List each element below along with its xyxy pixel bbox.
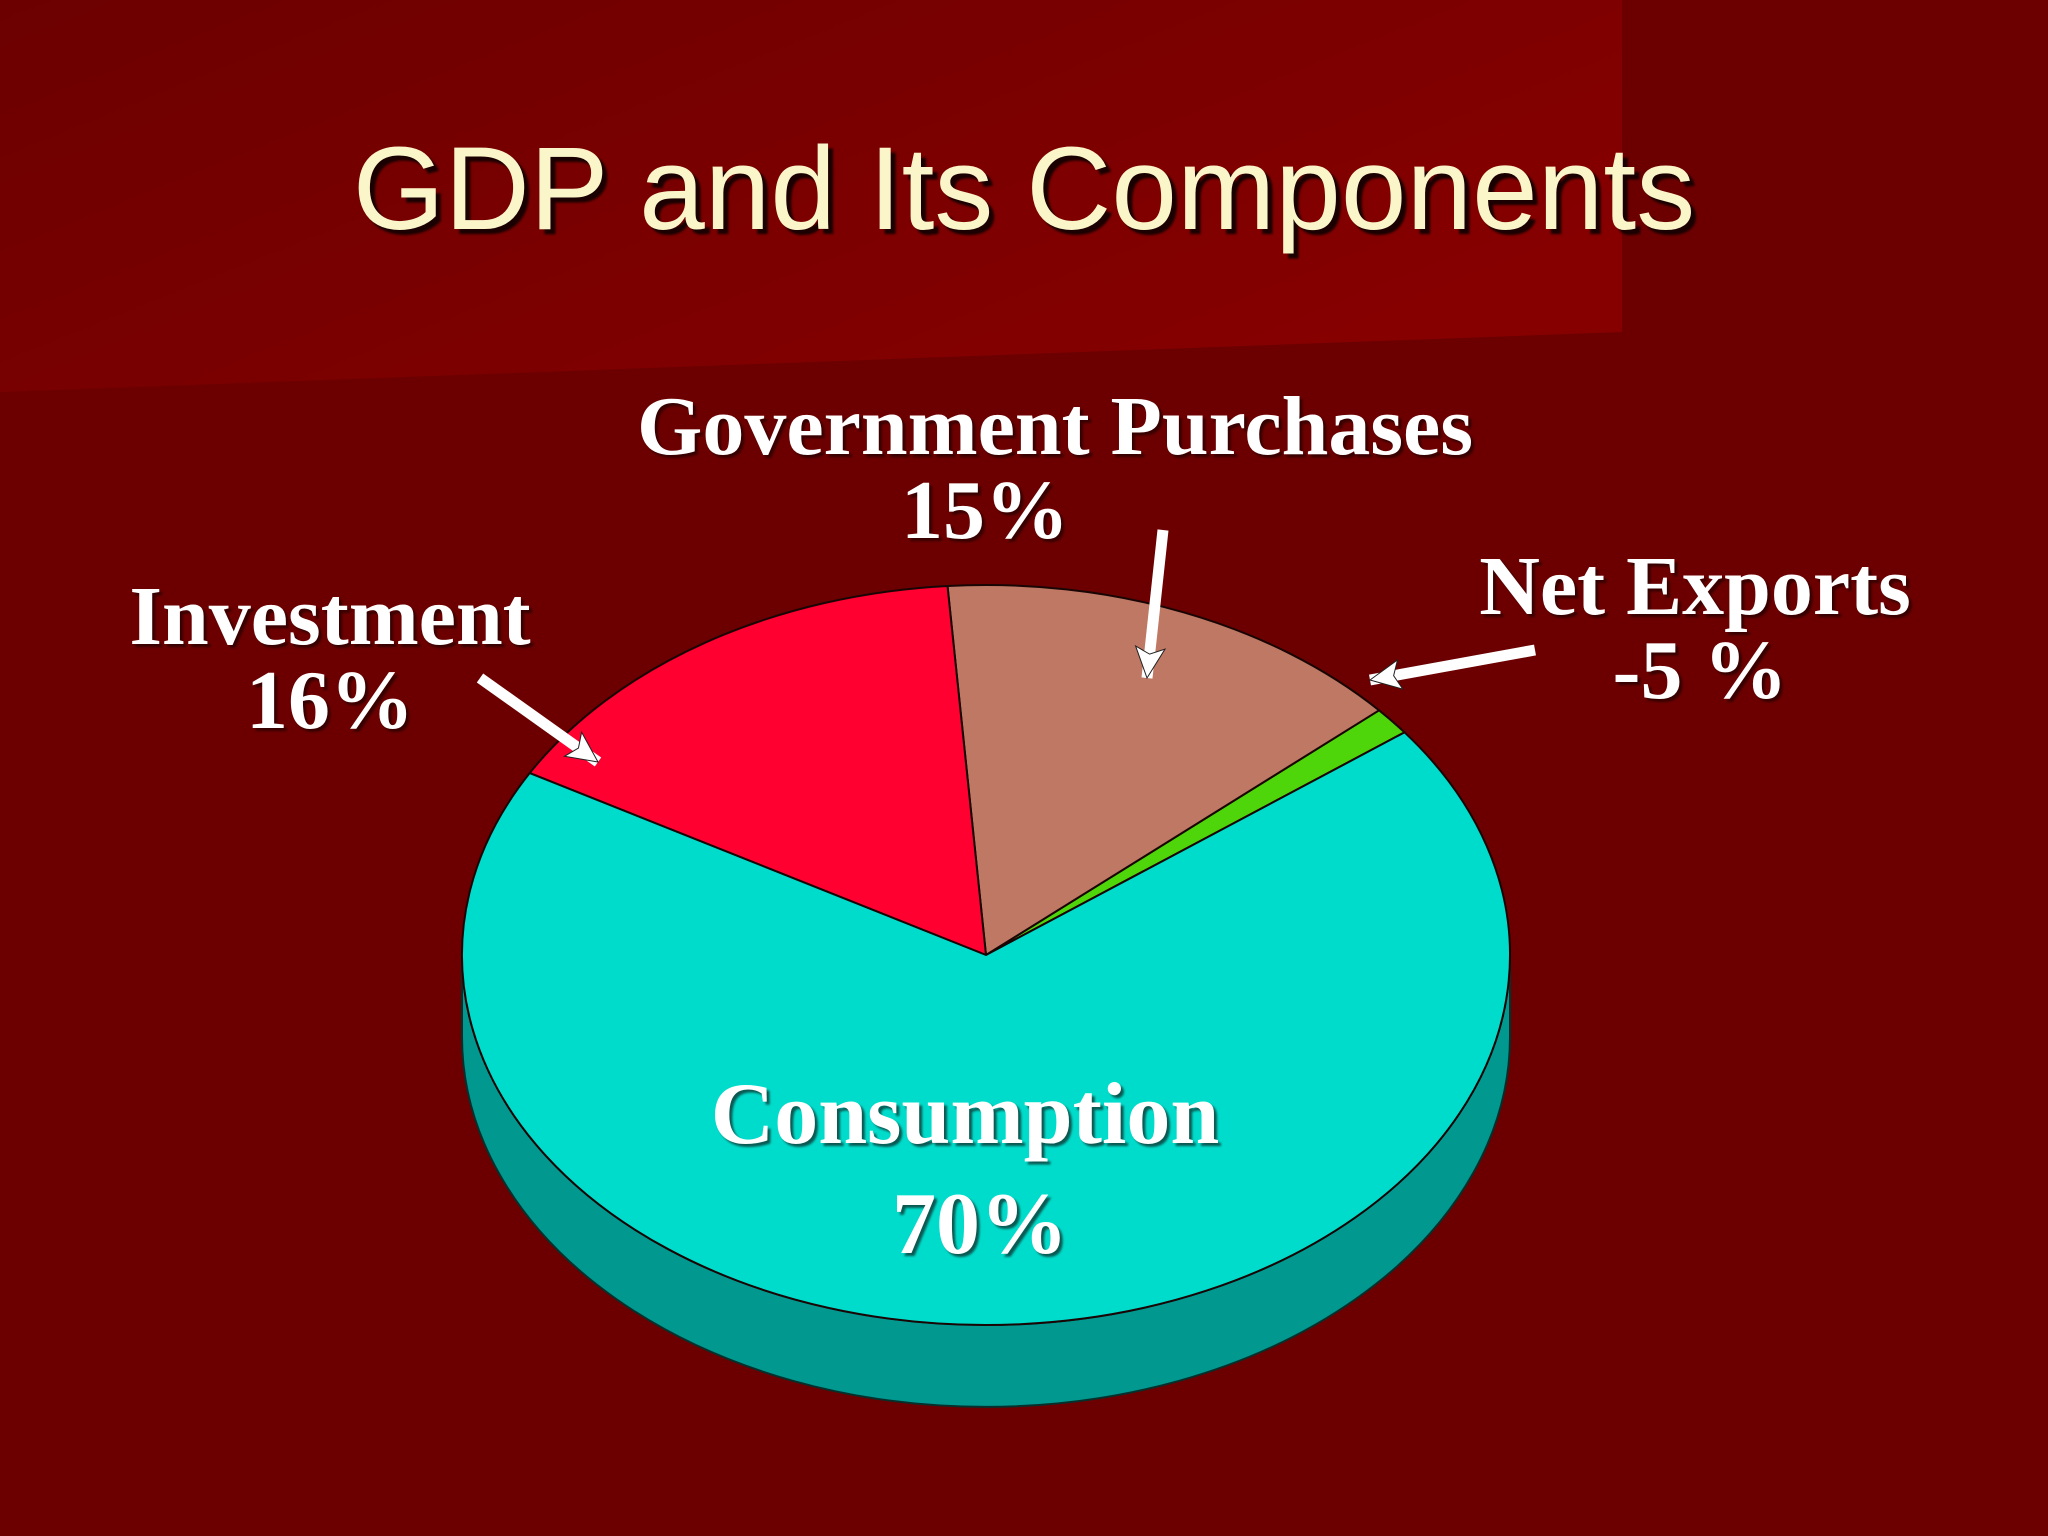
label-government: Government Purchases 15% (570, 385, 1540, 553)
label-net-exports: Net Exports -5 % (1440, 545, 1950, 713)
government-value: 15% (901, 464, 1069, 557)
arrows (476, 529, 1536, 767)
page-title: GDP and Its Components (352, 123, 1696, 255)
pie-top (461, 584, 1511, 1326)
government-arrow (1134, 529, 1169, 680)
consumption-value: 70% (892, 1176, 1068, 1273)
government-arrow-head (1134, 644, 1167, 680)
slice-consumption (461, 731, 1511, 1326)
net-exports-arrow-head (1368, 658, 1404, 690)
government-arrow-shaft (1141, 529, 1169, 679)
consumption-name: Consumption (710, 1066, 1220, 1163)
net-exports-arrow-shaft (1369, 644, 1536, 686)
net-exports-value: -5 % (1612, 624, 1788, 717)
label-investment: Investment 16% (80, 575, 580, 743)
investment-arrow (476, 673, 602, 767)
label-consumption: Consumption 70% (690, 1060, 1240, 1280)
slice-government (946, 584, 1381, 956)
investment-value: 16% (246, 654, 414, 747)
background-panel (0, 0, 1622, 392)
government-name: Government Purchases (636, 380, 1474, 473)
investment-arrow-head (563, 730, 599, 763)
investment-name: Investment (129, 570, 531, 663)
net-exports-arrow (1368, 644, 1536, 690)
net-exports-name: Net Exports (1479, 540, 1911, 633)
